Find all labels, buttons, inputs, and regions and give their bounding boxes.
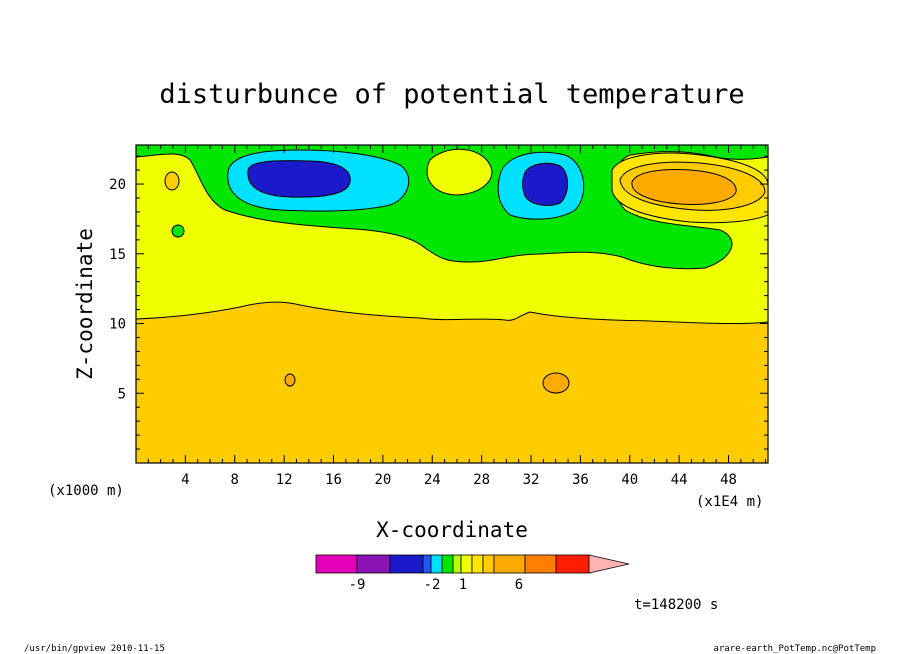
colorbar-swatch: [524, 554, 557, 574]
colorbar-swatch: [441, 554, 454, 574]
x-ticks: 4 8 12 16 20 24 28 32 36 40 44 48: [147, 145, 767, 488]
colorbar-extension: [588, 554, 630, 574]
colorbar-label: 6: [515, 577, 523, 593]
x-tick-label: 24: [424, 472, 441, 488]
x-tick-label: 12: [276, 472, 293, 488]
x-tick-label: 36: [572, 472, 589, 488]
field-small-green-cell: [171, 224, 185, 238]
colorbar-label: -9: [349, 577, 366, 593]
field-small-warm-cell-left: [164, 171, 180, 191]
y-tick-label: 15: [109, 247, 126, 263]
colorbar-label: 1: [459, 577, 467, 593]
plot-frame: [135, 144, 769, 464]
field-blue-core-right: [522, 162, 568, 206]
x-axis-label: X-coordinate: [376, 518, 528, 542]
colorbar-label: -2: [424, 577, 441, 593]
colorbar-swatch: [356, 554, 391, 574]
y-axis-label: Z-coordinate: [73, 228, 97, 380]
footer-left: /usr/bin/gpview 2010-11-15: [24, 644, 165, 654]
colorbar-swatch: [471, 554, 484, 574]
y-tick-label: 5: [118, 386, 126, 402]
footer-right: arare-earth_PotTemp.nc@PotTemp: [713, 644, 876, 654]
colorbar-swatch: [422, 554, 432, 574]
colorbar-swatch: [315, 554, 358, 574]
field-warm-cell-core: [631, 169, 737, 205]
x-tick-label: 4: [181, 472, 189, 488]
y-ticks: 5 10 15 20: [109, 155, 768, 450]
x-tick-label: 20: [374, 472, 391, 488]
x-unit-label: (x1000 m): [48, 483, 124, 499]
x-tick-label: 16: [325, 472, 342, 488]
x-tick-label: 48: [720, 472, 737, 488]
colorbar-swatch: [389, 554, 424, 574]
colorbar-swatch: [430, 554, 443, 574]
colorbar-swatch: [482, 554, 495, 574]
colorbar-swatch: [555, 554, 590, 574]
time-label: t=148200 s: [634, 597, 718, 613]
field-yellow-pocket: [426, 148, 493, 196]
x-tick-label: 28: [473, 472, 490, 488]
colorbar-labels: -9 -2 1 6: [349, 577, 524, 593]
x-tick-label: 40: [621, 472, 638, 488]
plot-area: [136, 145, 768, 463]
colorbar-swatch: [493, 554, 526, 574]
field-small-warm-cell-lower-right: [542, 372, 570, 394]
field-blue-core-left: [247, 160, 351, 198]
chart-title: disturbunce of potential temperature: [159, 79, 744, 110]
field-small-warm-cell-lower-left: [284, 373, 296, 387]
x-tick-label: 8: [231, 472, 239, 488]
y-tick-label: 10: [109, 317, 126, 333]
colorbar-swatch: [460, 554, 473, 574]
x-unit-label-right: (x1E4 m): [696, 494, 763, 510]
y-tick-label: 20: [109, 177, 126, 193]
x-tick-label: 32: [523, 472, 540, 488]
colorbar-swatch: [452, 554, 462, 574]
x-tick-label: 44: [671, 472, 688, 488]
colorbar: [315, 554, 630, 574]
